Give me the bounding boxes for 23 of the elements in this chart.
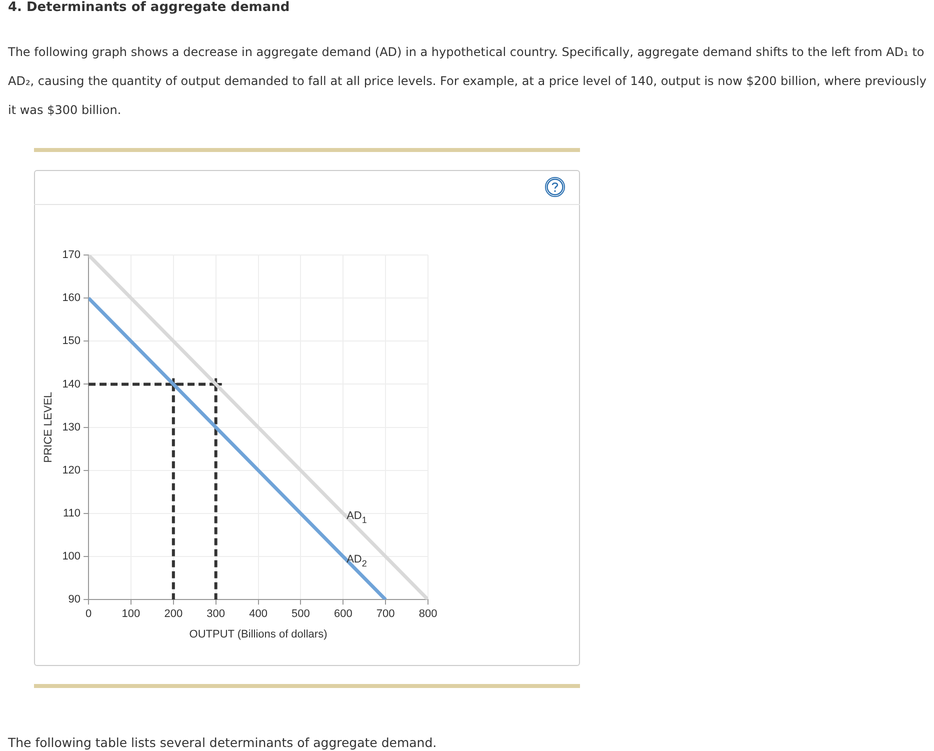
x-tick-label: 300 <box>206 608 226 620</box>
y-tick-label: 120 <box>62 464 81 476</box>
chart-title: 4. Determinants of aggregate demand <box>8 0 290 15</box>
x-tick-label: 0 <box>85 608 92 620</box>
y-tick-label: 170 <box>62 249 81 262</box>
y-tick-label: 90 <box>68 594 81 606</box>
x-tick-label: 200 <box>164 608 183 620</box>
x-axis-title: OUTPUT (Billions of dollars) <box>189 628 328 640</box>
y-axis-title: PRICE LEVEL <box>42 392 55 463</box>
y-tick-label: 100 <box>62 550 81 563</box>
x-tick-label: 400 <box>249 608 268 620</box>
x-tick-label: 100 <box>122 608 140 620</box>
y-tick-label: 140 <box>62 378 81 390</box>
x-tick-label: 800 <box>418 608 438 620</box>
text: The following table lists several determinants of aggregate demand. <box>8 735 437 750</box>
y-tick-label: 150 <box>62 335 81 348</box>
x-tick-label: 500 <box>292 608 310 620</box>
y-tick-label: 160 <box>62 292 81 304</box>
text: The following graph shows a decrease in aggregate demand (AD) in a hypothetical country. Specifically, aggregate demand shifts to the left from AD₁ to AD₂, causing the quantity of output demanded to fall at all price levels. For example, at a price level of 140, output is now $200 billion, where previously it was $300 billion. <box>8 45 926 117</box>
y-tick-label: 130 <box>62 421 81 434</box>
x-tick-label: 700 <box>376 608 395 620</box>
x-tick-label: 600 <box>334 608 352 620</box>
y-tick-label: 110 <box>63 507 81 520</box>
